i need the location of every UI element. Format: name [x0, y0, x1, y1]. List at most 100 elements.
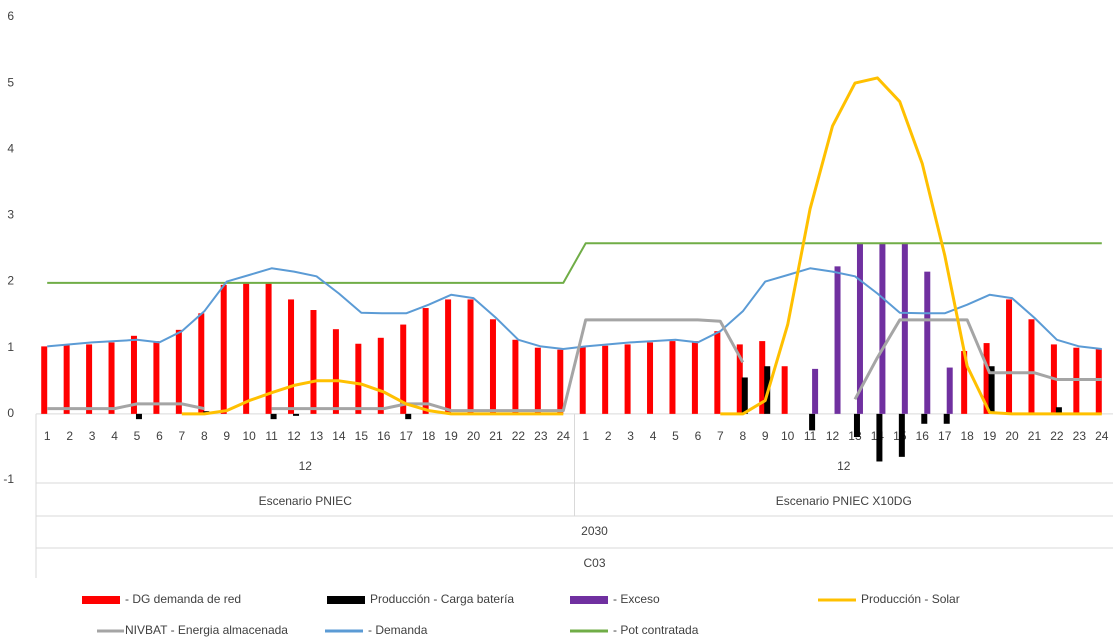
x-tick-label: 1	[44, 429, 51, 443]
bar	[879, 243, 886, 414]
bar	[898, 413, 905, 457]
x-tick-label: 4	[111, 429, 118, 443]
x-tick-label: 17	[938, 429, 952, 443]
x-tick-label: 16	[916, 429, 930, 443]
bar	[924, 271, 931, 414]
legend-label: Producción - Carga batería	[370, 592, 514, 606]
bar	[41, 346, 48, 414]
x-tick-label: 21	[489, 429, 503, 443]
x-tick-label: 8	[739, 429, 746, 443]
legend-label: NIVBAT - Energia almacenada	[125, 623, 288, 637]
bar	[759, 341, 766, 414]
bar	[512, 339, 519, 414]
legend-label: Producción - Solar	[861, 592, 960, 606]
bar	[691, 341, 698, 414]
y-tick-label: 1	[7, 340, 14, 354]
legend-swatch	[82, 596, 120, 604]
line	[47, 267, 1102, 350]
bar	[467, 299, 474, 414]
bar	[901, 243, 908, 414]
x-tick-label: 22	[1050, 429, 1064, 443]
bar	[669, 341, 676, 414]
x-tick-label: 8	[201, 429, 208, 443]
x-tick-label: 12	[287, 429, 301, 443]
bar	[108, 342, 115, 414]
x-tick-label: 21	[1028, 429, 1042, 443]
y-tick-label: 3	[7, 208, 14, 222]
x-tick-label: 7	[179, 429, 186, 443]
x-tick-label: 19	[983, 429, 997, 443]
x-tick-label: 20	[1005, 429, 1019, 443]
bar	[332, 329, 339, 414]
bar	[135, 413, 142, 420]
legend-swatch	[570, 596, 608, 604]
y-tick-label: -1	[3, 472, 14, 486]
x-tick-label: 6	[695, 429, 702, 443]
x-tick-label: 10	[242, 429, 256, 443]
x-tick-label: 24	[1095, 429, 1109, 443]
bar	[1095, 349, 1102, 414]
bar	[400, 324, 407, 414]
x-tick-label: 18	[422, 429, 436, 443]
bar	[602, 345, 609, 414]
x-tick-label: 1	[582, 429, 589, 443]
bar	[130, 335, 137, 414]
y-tick-label: 2	[7, 274, 14, 288]
bar	[624, 344, 631, 414]
x-tick-label: 17	[400, 429, 414, 443]
bar	[557, 349, 564, 414]
x-tick-label: 3	[627, 429, 634, 443]
bar	[736, 344, 743, 414]
y-tick-label: 5	[7, 75, 14, 89]
bar	[86, 344, 93, 414]
bar	[405, 413, 412, 420]
bar	[834, 266, 841, 414]
bar	[853, 413, 860, 438]
x-tick-label: 15	[355, 429, 369, 443]
legend-label: - Exceso	[613, 592, 660, 606]
x-tick-label: 6	[156, 429, 163, 443]
x-tick-label: 10	[781, 429, 795, 443]
bar	[220, 284, 227, 414]
legend-swatch	[327, 596, 365, 604]
bar	[265, 283, 272, 414]
x-tick-label: 19	[444, 429, 458, 443]
x-tick-label: 5	[672, 429, 679, 443]
x-tick-label: 5	[134, 429, 141, 443]
x-tick-label: 14	[332, 429, 346, 443]
x-tick-label: 9	[223, 429, 230, 443]
bar	[781, 366, 788, 414]
group-day-label: 12	[837, 459, 851, 473]
x-tick-label: 12	[826, 429, 840, 443]
bar	[856, 243, 863, 414]
bar	[1055, 407, 1062, 414]
case-label: C03	[583, 556, 605, 570]
x-tick-label: 2	[66, 429, 73, 443]
x-tick-label: 7	[717, 429, 724, 443]
bar	[1006, 299, 1013, 414]
bar	[1028, 319, 1035, 414]
bar	[489, 319, 496, 414]
bar	[714, 331, 721, 414]
bar	[943, 413, 950, 424]
x-tick-label: 11	[265, 429, 278, 443]
bar	[175, 329, 182, 414]
x-tick-label: 22	[512, 429, 526, 443]
bar	[445, 299, 452, 414]
x-tick-label: 3	[89, 429, 96, 443]
bar	[812, 368, 819, 414]
bar	[946, 367, 953, 414]
x-tick-label: 20	[467, 429, 481, 443]
bar	[355, 343, 362, 414]
x-tick-label: 2	[605, 429, 612, 443]
x-tick-label: 24	[557, 429, 571, 443]
bar	[534, 347, 541, 414]
bar	[647, 342, 654, 414]
y-tick-label: 0	[7, 406, 14, 420]
bar	[63, 344, 70, 414]
bar	[876, 413, 883, 462]
x-tick-label: 23	[534, 429, 548, 443]
bar	[310, 310, 317, 414]
line	[47, 318, 1102, 413]
